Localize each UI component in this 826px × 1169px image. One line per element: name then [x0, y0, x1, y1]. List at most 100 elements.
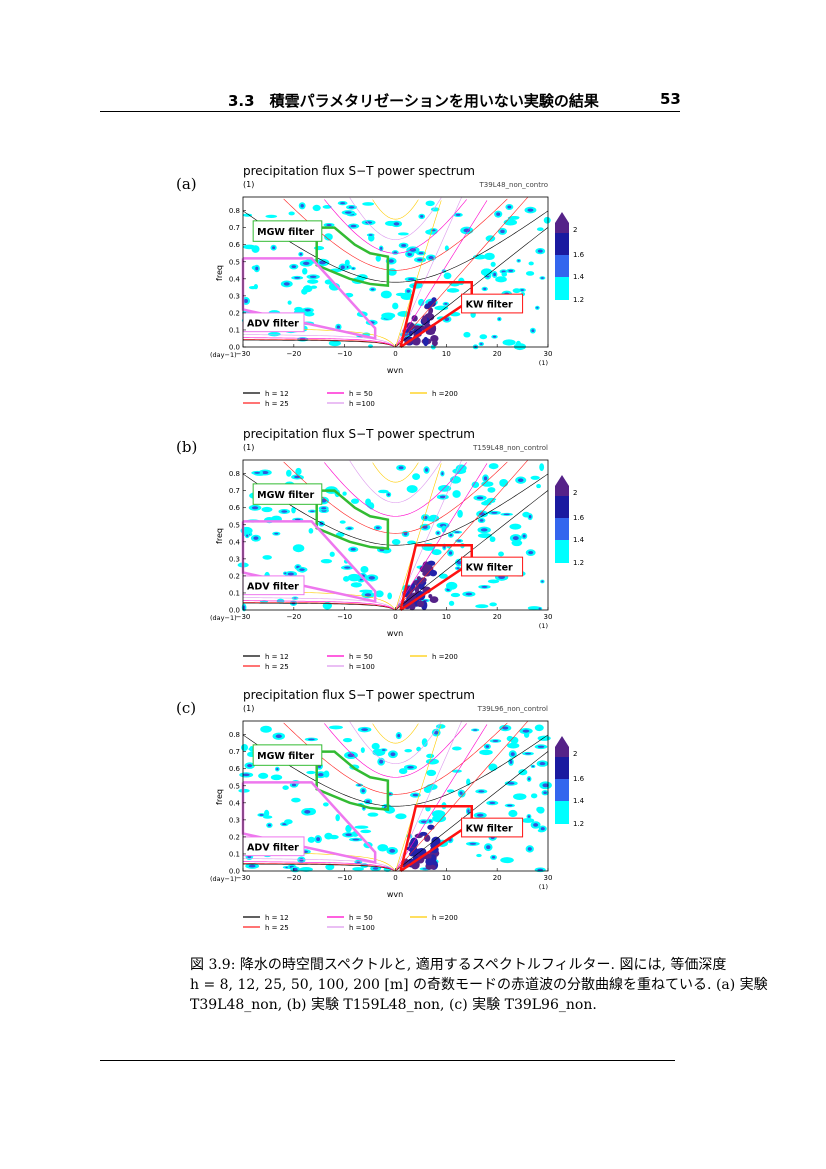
contour-blob — [368, 344, 373, 348]
contour-blob — [520, 289, 525, 292]
contour-blob — [312, 204, 321, 212]
contour-blob — [489, 801, 496, 805]
colorbar-tick-label: 1.2 — [573, 559, 584, 567]
contour-blob — [449, 533, 453, 537]
contour-blob — [350, 548, 356, 551]
gravity-wave-curve — [349, 721, 442, 764]
gravity-wave-curve — [324, 199, 467, 254]
contour-blob — [421, 315, 428, 324]
contour-blob — [261, 506, 273, 513]
contour-blob — [537, 249, 543, 253]
contour-blob — [350, 498, 360, 504]
contour-blob — [476, 813, 484, 817]
legend-label: h =200 — [432, 914, 458, 922]
gravity-wave-curve — [349, 460, 442, 503]
contour-blob — [457, 539, 462, 542]
run-name: T159L48_non_control — [472, 444, 548, 452]
plot-unit: (1) — [243, 180, 254, 189]
contour-blob — [261, 471, 269, 475]
kelvin-curve — [395, 197, 528, 348]
contour-blob — [538, 607, 541, 610]
contour-blob — [320, 558, 333, 564]
kelvin-curve — [395, 460, 528, 611]
x-tick-label: −30 — [236, 613, 251, 621]
contour-blob — [276, 767, 279, 771]
filter-label-box — [461, 556, 524, 577]
contour-blob — [242, 244, 256, 250]
contour-blob — [370, 288, 375, 291]
contour-blob — [389, 848, 396, 853]
contour-blob — [473, 729, 478, 731]
legend-label: h = 50 — [349, 653, 373, 661]
contour-blob — [319, 522, 324, 526]
contour-blob — [325, 863, 335, 871]
contour-blob — [499, 478, 509, 487]
contour-blob — [306, 770, 316, 775]
colorbar-segment — [555, 486, 569, 496]
contour-blob — [247, 763, 253, 768]
contour-blob — [540, 827, 545, 831]
y-unit-label: (day−1) — [210, 614, 237, 622]
rossby-curve — [242, 338, 396, 348]
contour-blob — [483, 287, 487, 290]
contour-blob — [501, 270, 506, 273]
contour-blob — [407, 252, 412, 256]
contour-blob — [507, 804, 513, 807]
contour-blob — [377, 844, 389, 852]
contour-blob — [517, 478, 524, 483]
contour-blob — [272, 246, 276, 250]
contour-blob — [413, 325, 421, 330]
kelvin-curve — [395, 463, 442, 611]
gravity-wave-curve — [349, 197, 442, 240]
contour-blob — [368, 576, 376, 580]
contour-blob — [439, 495, 446, 499]
filter-outline — [399, 280, 473, 349]
contour-blob — [536, 483, 541, 489]
contour-blob — [265, 214, 278, 219]
contour-blob — [486, 845, 491, 850]
legend-label: h = 12 — [265, 653, 289, 661]
contour-blob — [517, 259, 520, 262]
plot-title: precipitation flux S−T power spectrum — [243, 164, 475, 178]
contour-blob — [421, 820, 427, 824]
contour-blob — [537, 806, 545, 814]
filter-label-box — [252, 744, 323, 766]
y-tick-label: 0.4 — [229, 799, 241, 807]
contour-blob — [492, 335, 497, 338]
contour-blob — [463, 228, 471, 233]
contour-blob — [284, 819, 293, 825]
contour-blob — [451, 769, 462, 773]
kelvin-curve — [395, 721, 528, 872]
contour-blob — [527, 815, 531, 818]
colorbar-cap — [555, 736, 569, 747]
contour-blob — [488, 763, 498, 771]
contour-blob — [428, 593, 433, 599]
y-axis-label: freq — [215, 265, 224, 281]
contour-blob — [507, 205, 512, 209]
y-unit-label: (day−1) — [210, 351, 237, 359]
contour-blob — [512, 288, 521, 294]
contour-blob — [541, 580, 544, 583]
y-tick-label: 0.1 — [229, 326, 240, 334]
figure-panel-c: (c) precipitation flux S−T power spectrum… — [170, 687, 590, 937]
rossby-curve — [242, 601, 396, 611]
legend-label: h =100 — [349, 400, 375, 408]
y-tick-label: 0.0 — [229, 344, 240, 352]
contour-blob — [408, 330, 413, 337]
contour-blob — [319, 260, 326, 265]
contour-blob — [287, 300, 292, 305]
kelvin-curve — [395, 724, 442, 872]
contour-blob — [301, 288, 308, 295]
contour-blob — [471, 481, 480, 488]
contour-blob — [371, 742, 380, 750]
contour-blob — [525, 752, 531, 755]
contour-blob — [381, 749, 386, 751]
contour-blob — [479, 342, 483, 346]
contour-blob — [479, 512, 486, 516]
contour-blob — [328, 340, 341, 347]
contour-blob — [403, 532, 408, 536]
contour-blob — [418, 252, 424, 255]
colorbar-segment — [555, 277, 569, 300]
contour-blob — [326, 223, 332, 227]
contour-blob — [422, 525, 428, 529]
